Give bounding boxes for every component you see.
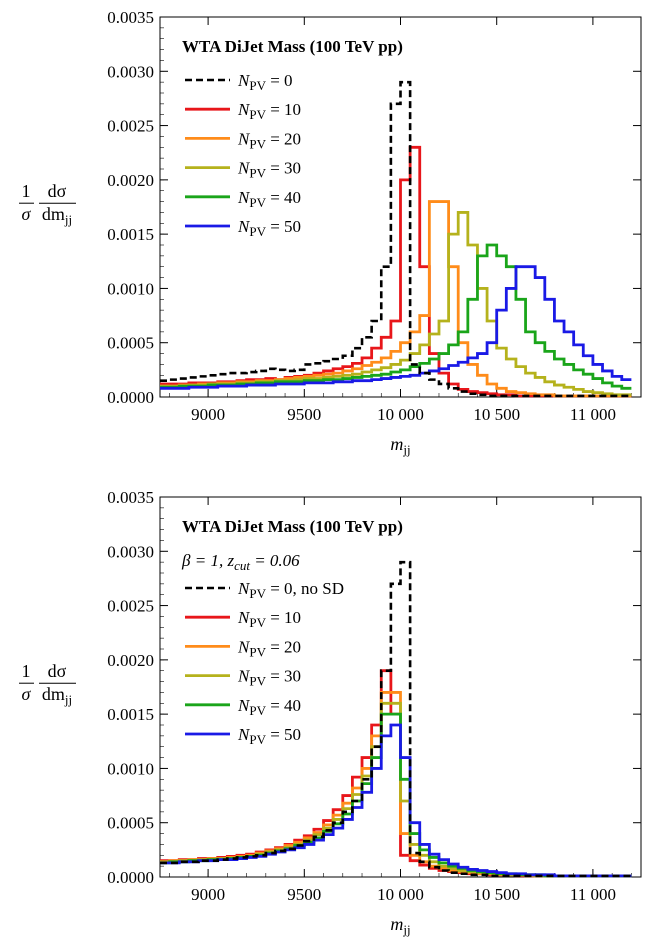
- y-label-dm: dmjj: [42, 204, 72, 227]
- legend-label: NPV = 30: [237, 667, 301, 689]
- legend-label: NPV = 10: [237, 100, 301, 122]
- y-tick-label: 0.0020: [107, 651, 154, 670]
- histogram-series-1: [160, 669, 632, 878]
- histogram-series-0: [160, 80, 632, 398]
- x-tick-label: 10 500: [473, 405, 520, 424]
- histogram-series-2: [160, 691, 632, 878]
- legend-label: NPV = 40: [237, 188, 301, 210]
- legend-label: NPV = 30: [237, 159, 301, 181]
- y-tick-label: 0.0025: [107, 117, 154, 136]
- y-tick-label: 0.0030: [107, 542, 154, 561]
- histogram-series-3: [160, 211, 632, 397]
- x-axis-label: mjj: [390, 914, 410, 937]
- legend-label: NPV = 0: [237, 71, 293, 93]
- x-axis-label: mjj: [390, 434, 410, 457]
- y-label-dsigma: dσ: [48, 661, 67, 681]
- y-tick-label: 0.0025: [107, 597, 154, 616]
- legend-label: NPV = 20: [237, 637, 301, 659]
- histogram-series-2: [160, 200, 632, 398]
- y-tick-label: 0.0015: [107, 225, 154, 244]
- y-label-dm: dmjj: [42, 684, 72, 707]
- y-tick-label: 0.0030: [107, 62, 154, 81]
- histogram-series-3: [160, 701, 632, 878]
- y-tick-label: 0.0000: [107, 388, 154, 407]
- legend-label: NPV = 40: [237, 696, 301, 718]
- x-tick-label: 11 000: [570, 885, 616, 904]
- histogram-series-0: [160, 560, 632, 878]
- x-tick-label: 9500: [287, 405, 321, 424]
- y-tick-label: 0.0020: [107, 171, 154, 190]
- y-tick-label: 0.0015: [107, 705, 154, 724]
- y-label-denominator: σ: [22, 204, 32, 224]
- x-tick-label: 10 000: [377, 885, 424, 904]
- chart-title: WTA DiJet Mass (100 TeV pp): [182, 37, 403, 56]
- legend-label: NPV = 50: [237, 725, 301, 747]
- x-tick-label: 11 000: [570, 405, 616, 424]
- legend-label: NPV = 0, no SD: [237, 579, 344, 601]
- legend-label: NPV = 50: [237, 217, 301, 239]
- x-tick-label: 9000: [191, 405, 225, 424]
- chart-panel-top: 0.0000 0.0005 0.0010 0.0015 0.0020 0.0025 0.00…: [19, 8, 642, 457]
- legend-label: NPV = 10: [237, 608, 301, 630]
- x-tick-label: 9500: [287, 885, 321, 904]
- x-tick-label: 9000: [191, 885, 225, 904]
- x-tick-label: 10 500: [473, 885, 520, 904]
- y-tick-label: 0.0010: [107, 759, 154, 778]
- histogram-series-5: [160, 723, 632, 878]
- y-tick-label: 0.0035: [107, 488, 154, 507]
- y-tick-label: 0.0005: [107, 814, 154, 833]
- histogram-series-4: [160, 243, 632, 390]
- x-tick-label: 10 000: [377, 405, 424, 424]
- y-tick-label: 0.0000: [107, 868, 154, 887]
- chart-title: WTA DiJet Mass (100 TeV pp): [182, 517, 403, 536]
- y-label-dsigma: dσ: [48, 181, 67, 201]
- y-label-numerator: 1: [22, 181, 31, 201]
- histogram-series-5: [160, 265, 632, 390]
- chart-panel-bottom: 0.0000 0.0005 0.0010 0.0015 0.0020 0.0025 0.00…: [19, 488, 642, 937]
- histogram-series-4: [160, 712, 632, 878]
- y-label-denominator: σ: [22, 684, 32, 704]
- y-label-numerator: 1: [22, 661, 31, 681]
- y-tick-label: 0.0010: [107, 279, 154, 298]
- y-tick-label: 0.0005: [107, 334, 154, 353]
- chart-subtitle: β = 1, zcut = 0.06: [181, 551, 300, 573]
- y-tick-label: 0.0035: [107, 8, 154, 27]
- legend-label: NPV = 20: [237, 129, 301, 151]
